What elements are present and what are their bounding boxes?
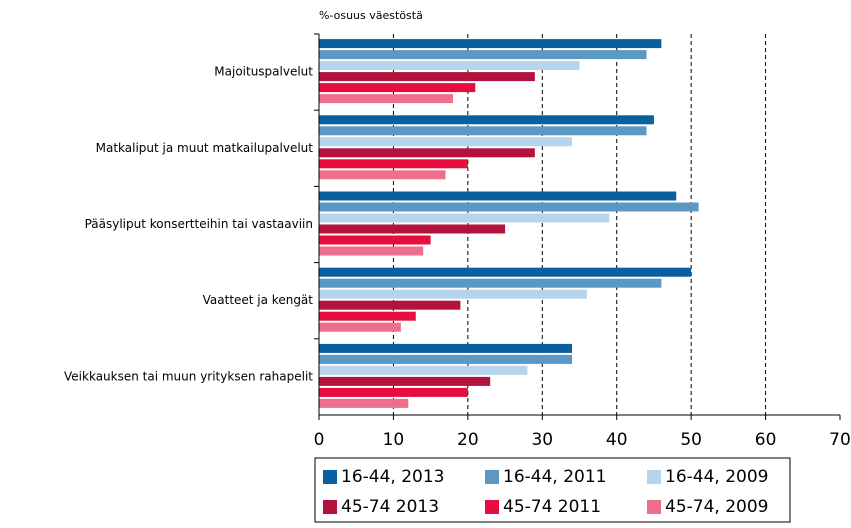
x-tick-label: 0 [314,430,325,450]
legend-label: 45-74 2013 [341,497,439,517]
bar [319,94,453,104]
bar [319,39,662,49]
bar [319,72,535,82]
legend-label: 45-74 2011 [503,497,601,517]
legend-box [314,457,791,523]
bar [319,235,431,245]
bar [319,343,573,353]
bar [319,289,587,299]
axis-label: %-osuus väestöstä [319,9,423,22]
legend-swatch [323,500,337,514]
legend-swatch [485,500,499,514]
x-tick-label: 30 [531,430,553,450]
x-tick-label: 70 [829,430,851,450]
bar [319,83,476,93]
bar [319,115,654,125]
x-tick-label: 10 [383,430,405,450]
legend-label: 16-44, 2009 [665,467,768,487]
bar [319,246,424,256]
bar [319,398,409,408]
category-label: Majoituspalvelut [214,65,313,79]
x-tick-label: 20 [457,430,479,450]
bar [319,354,573,364]
bar [319,365,528,375]
bar [319,300,461,310]
category-label: Matkaliput ja muut matkailupalvelut [96,141,314,155]
bar [319,267,692,277]
x-tick-label: 60 [755,430,777,450]
legend-label: 16-44, 2013 [341,467,444,487]
bar [319,50,647,60]
bar [319,170,446,180]
x-tick-label: 40 [606,430,628,450]
bar [319,376,491,386]
bar [319,148,535,158]
bar [319,387,468,397]
bar [319,224,506,234]
category-label: Veikkauksen tai muun yrityksen rahapelit [64,369,313,383]
legend-label: 16-44, 2011 [503,467,606,487]
bar [319,159,468,169]
bar [319,191,677,201]
bar [319,278,662,288]
legend-swatch [485,470,499,484]
bar [319,311,416,321]
bar [319,202,699,212]
bar [319,126,647,136]
bar [319,61,580,71]
x-tick-label: 50 [680,430,702,450]
legend-swatch [323,470,337,484]
category-label: Pääsyliput konsertteihin tai vastaaviin [85,217,313,231]
bar [319,137,573,147]
bar [319,213,610,223]
legend-label: 45-74, 2009 [665,497,768,517]
bar [319,322,401,332]
category-label: Vaatteet ja kengät [203,293,314,307]
legend-swatch [647,470,661,484]
legend-swatch [647,500,661,514]
